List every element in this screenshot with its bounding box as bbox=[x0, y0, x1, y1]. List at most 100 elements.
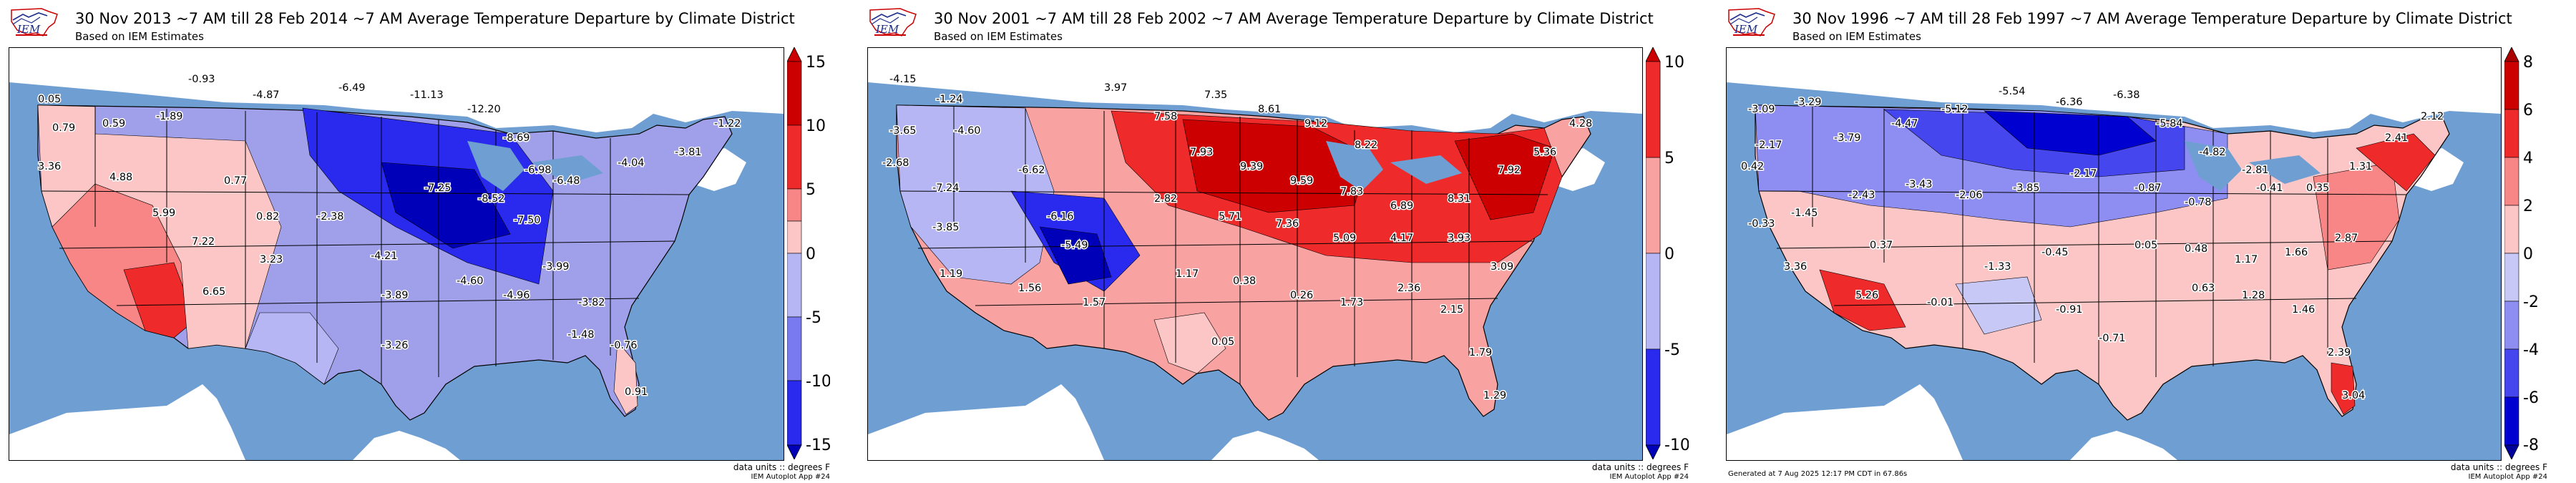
value-label: 6.89 bbox=[1390, 200, 1413, 212]
value-label: -4.21 bbox=[371, 250, 398, 262]
value-label: -8.52 bbox=[478, 193, 505, 205]
value-label: 0.77 bbox=[224, 175, 247, 187]
us-map: -4.15 -1.24 -3.65 -4.60 -2.68 -7.24 -3.8… bbox=[867, 47, 1643, 461]
value-label: -0.87 bbox=[2135, 182, 2162, 194]
us-map: 0.05 -0.93 0.79 0.59 -1.89 -4.87 -6.49 -… bbox=[9, 47, 784, 461]
iem-logo-icon: IEM bbox=[869, 8, 917, 36]
value-label: -0.41 bbox=[2256, 182, 2283, 194]
anomaly-regions bbox=[896, 104, 1563, 374]
value-label: 2.87 bbox=[2335, 233, 2358, 244]
value-label: -4.15 bbox=[889, 74, 917, 85]
value-label: -3.29 bbox=[1795, 97, 1822, 108]
value-label: -3.65 bbox=[889, 125, 917, 137]
colorbar-tick: 0 bbox=[2523, 245, 2533, 263]
value-label: 8.61 bbox=[1258, 104, 1281, 115]
value-label: 1.29 bbox=[1483, 390, 1506, 401]
value-label: 0.59 bbox=[102, 118, 125, 130]
colorbar: 10 5 0 -5 -10 bbox=[1646, 47, 1689, 459]
chart-subtitle: Based on IEM Estimates bbox=[75, 30, 204, 43]
state-borders bbox=[1758, 107, 2407, 384]
value-label: -2.17 bbox=[1755, 140, 1782, 151]
colorbar-tick: 8 bbox=[2523, 54, 2533, 72]
chart-panel-1: IEM 30 Nov 2013 ~7 AM till 28 Feb 2014 ~… bbox=[0, 0, 859, 483]
value-label: -4.96 bbox=[503, 290, 530, 301]
colorbar-tick: 6 bbox=[2523, 102, 2533, 119]
iem-logo-icon: IEM bbox=[1728, 8, 1775, 36]
chart-subtitle: Based on IEM Estimates bbox=[934, 30, 1063, 43]
value-label: 0.05 bbox=[38, 94, 61, 105]
value-label: -1.22 bbox=[714, 118, 741, 130]
value-label: 5.99 bbox=[152, 208, 175, 219]
colorbar-tick: -15 bbox=[806, 436, 830, 454]
value-label: -8.69 bbox=[503, 132, 530, 144]
colorbar: 8 6 4 2 0 -2 -4 -6 -8 bbox=[2504, 47, 2539, 459]
value-label: 6.65 bbox=[203, 286, 225, 298]
value-label: 1.19 bbox=[940, 268, 962, 280]
value-label: 0.79 bbox=[52, 122, 75, 134]
value-label: -6.98 bbox=[525, 165, 552, 176]
colorbar-tick: -6 bbox=[2523, 389, 2539, 407]
value-label: -0.01 bbox=[1927, 297, 1954, 308]
value-label: 7.93 bbox=[1190, 147, 1213, 158]
value-label: 1.17 bbox=[2235, 254, 2258, 265]
value-label: -5.54 bbox=[1999, 86, 2026, 97]
value-label: -3.99 bbox=[542, 261, 570, 273]
colorbar-tick: -4 bbox=[2523, 341, 2539, 359]
value-label: -4.60 bbox=[457, 275, 484, 287]
app-label: IEM Autoplot App #24 bbox=[1609, 473, 1689, 481]
chart-panel-2: IEM 30 Nov 2001 ~7 AM till 28 Feb 2002 ~… bbox=[859, 0, 1717, 483]
svg-text:IEM: IEM bbox=[16, 23, 41, 36]
value-label: 1.57 bbox=[1083, 297, 1106, 308]
value-label: -4.04 bbox=[618, 157, 645, 169]
value-label: -3.89 bbox=[381, 290, 409, 301]
value-label: 3.93 bbox=[1448, 233, 1470, 244]
value-label: 5.09 bbox=[1333, 233, 1356, 244]
value-label: -4.82 bbox=[2199, 147, 2226, 158]
colorbar-tick: 15 bbox=[806, 54, 826, 72]
value-label: -3.85 bbox=[932, 222, 960, 233]
units-label: data units :: degrees F bbox=[733, 462, 830, 472]
colorbar-tick: 10 bbox=[806, 117, 826, 135]
value-label: 2.41 bbox=[2385, 132, 2408, 144]
value-label: -1.33 bbox=[1984, 261, 2011, 273]
value-label: 0.05 bbox=[1211, 336, 1234, 348]
value-label: 9.59 bbox=[1290, 175, 1313, 187]
value-label: -3.85 bbox=[2013, 182, 2040, 194]
value-label: 3.09 bbox=[1491, 261, 1513, 273]
value-label: 1.31 bbox=[2349, 161, 2372, 172]
value-label: 8.22 bbox=[1355, 140, 1377, 151]
value-label: 9.12 bbox=[1304, 118, 1327, 130]
value-label: -0.93 bbox=[188, 74, 215, 85]
value-label: -0.45 bbox=[2041, 247, 2069, 258]
value-labels: 0.05 -0.93 0.79 0.59 -1.89 -4.87 -6.49 -… bbox=[37, 73, 743, 399]
value-label: -6.38 bbox=[2113, 89, 2140, 101]
value-label: -1.24 bbox=[936, 94, 963, 105]
value-label: 3.04 bbox=[2342, 390, 2365, 401]
value-label: 2.39 bbox=[2328, 347, 2351, 358]
chart-title: 30 Nov 2001 ~7 AM till 28 Feb 2002 ~7 AM… bbox=[934, 10, 1654, 27]
value-label: -2.43 bbox=[1848, 190, 1875, 201]
value-label: 0.35 bbox=[2306, 182, 2329, 194]
value-label: 0.37 bbox=[1870, 240, 1893, 251]
value-label: -6.49 bbox=[338, 82, 366, 94]
value-label: 1.28 bbox=[2242, 290, 2265, 301]
value-label: 5.26 bbox=[1855, 290, 1878, 301]
colorbar-tick: 0 bbox=[1664, 245, 1674, 263]
value-label: -2.68 bbox=[882, 157, 909, 169]
svg-text:IEM: IEM bbox=[1734, 23, 1758, 36]
colorbar-tick: 4 bbox=[2523, 150, 2533, 167]
value-label: 9.39 bbox=[1240, 161, 1263, 172]
value-label: 7.92 bbox=[1498, 165, 1521, 176]
value-label: -11.13 bbox=[410, 89, 444, 101]
value-label: -3.26 bbox=[381, 340, 409, 351]
value-label: -7.24 bbox=[932, 182, 960, 194]
colorbar-tick: 5 bbox=[806, 181, 816, 199]
value-label: -6.48 bbox=[553, 175, 580, 187]
colorbar-tick: 5 bbox=[1664, 150, 1674, 167]
value-label: -5.49 bbox=[1061, 240, 1088, 251]
value-label: -7.50 bbox=[514, 215, 541, 226]
colorbar-tick: -2 bbox=[2523, 293, 2539, 311]
value-label: -1.89 bbox=[156, 111, 183, 122]
colorbar: 15 10 5 0 -5 -10 -15 bbox=[787, 47, 830, 459]
colorbar-tick: -5 bbox=[806, 309, 821, 327]
